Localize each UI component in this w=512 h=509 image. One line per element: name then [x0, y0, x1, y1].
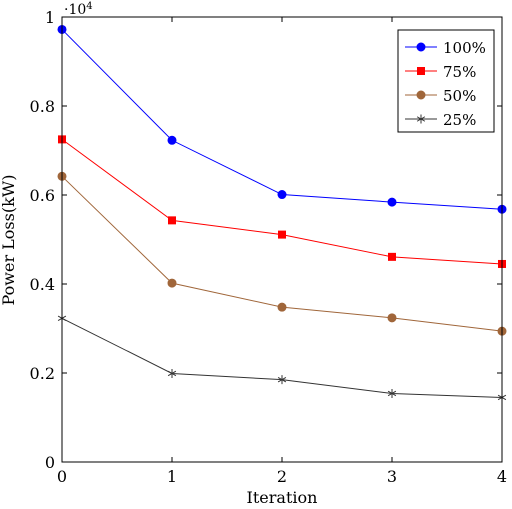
x-axis-label: Iteration: [247, 488, 318, 507]
y-tick-label: 0: [45, 453, 55, 472]
x-tick-label: 2: [277, 467, 287, 486]
legend-label-2: 50%: [443, 87, 476, 105]
x-tick-label: 4: [497, 467, 507, 486]
series-1-point: [278, 230, 286, 239]
y-axis-label: Power Loss(kW): [0, 175, 18, 306]
legend-marker-1: [417, 67, 425, 75]
legend-marker-2: [416, 90, 426, 100]
legend-label-3: 25%: [443, 111, 476, 129]
series-0-point: [277, 190, 287, 200]
legend: 100% 75% 50% 25%: [397, 29, 495, 133]
y-tick-label: 0.8: [30, 97, 55, 116]
series-0-point: [167, 135, 177, 145]
x-tick-labels: 0 1 2 3 4: [57, 467, 507, 486]
series-2-point: [277, 302, 287, 312]
plot-area-frame: [61, 16, 503, 463]
legend-marker-3: [416, 114, 426, 124]
x-tick-label: 1: [167, 467, 177, 486]
series-2-point: [167, 278, 177, 288]
series-0-point: [387, 197, 397, 207]
y-tick-labels: 0 0.2 0.4 0.6 0.8 1: [30, 8, 55, 472]
x-tick-label: 3: [387, 467, 397, 486]
y-tick-label: 1: [45, 8, 55, 27]
series-3-point: [277, 375, 287, 385]
series-1-point: [168, 216, 176, 225]
series-3-point: [387, 388, 397, 398]
y-axis-multiplier: ·104: [64, 1, 93, 18]
series-line-3: [61, 317, 503, 398]
y-tick-label: 0.4: [30, 275, 55, 294]
y-axis-multiplier-exponent: 4: [86, 1, 92, 12]
series-2-point: [387, 313, 397, 323]
x-tick-label: 0: [57, 467, 67, 486]
series-line-1: [61, 138, 503, 265]
legend-label-1: 75%: [443, 63, 476, 81]
legend-marker-0: [416, 42, 426, 52]
series-1-point: [388, 252, 396, 261]
y-tick-label: 0.2: [30, 364, 55, 383]
series-3-point: [167, 368, 177, 378]
legend-label-0: 100%: [443, 39, 486, 57]
y-tick-label: 0.6: [30, 186, 55, 205]
